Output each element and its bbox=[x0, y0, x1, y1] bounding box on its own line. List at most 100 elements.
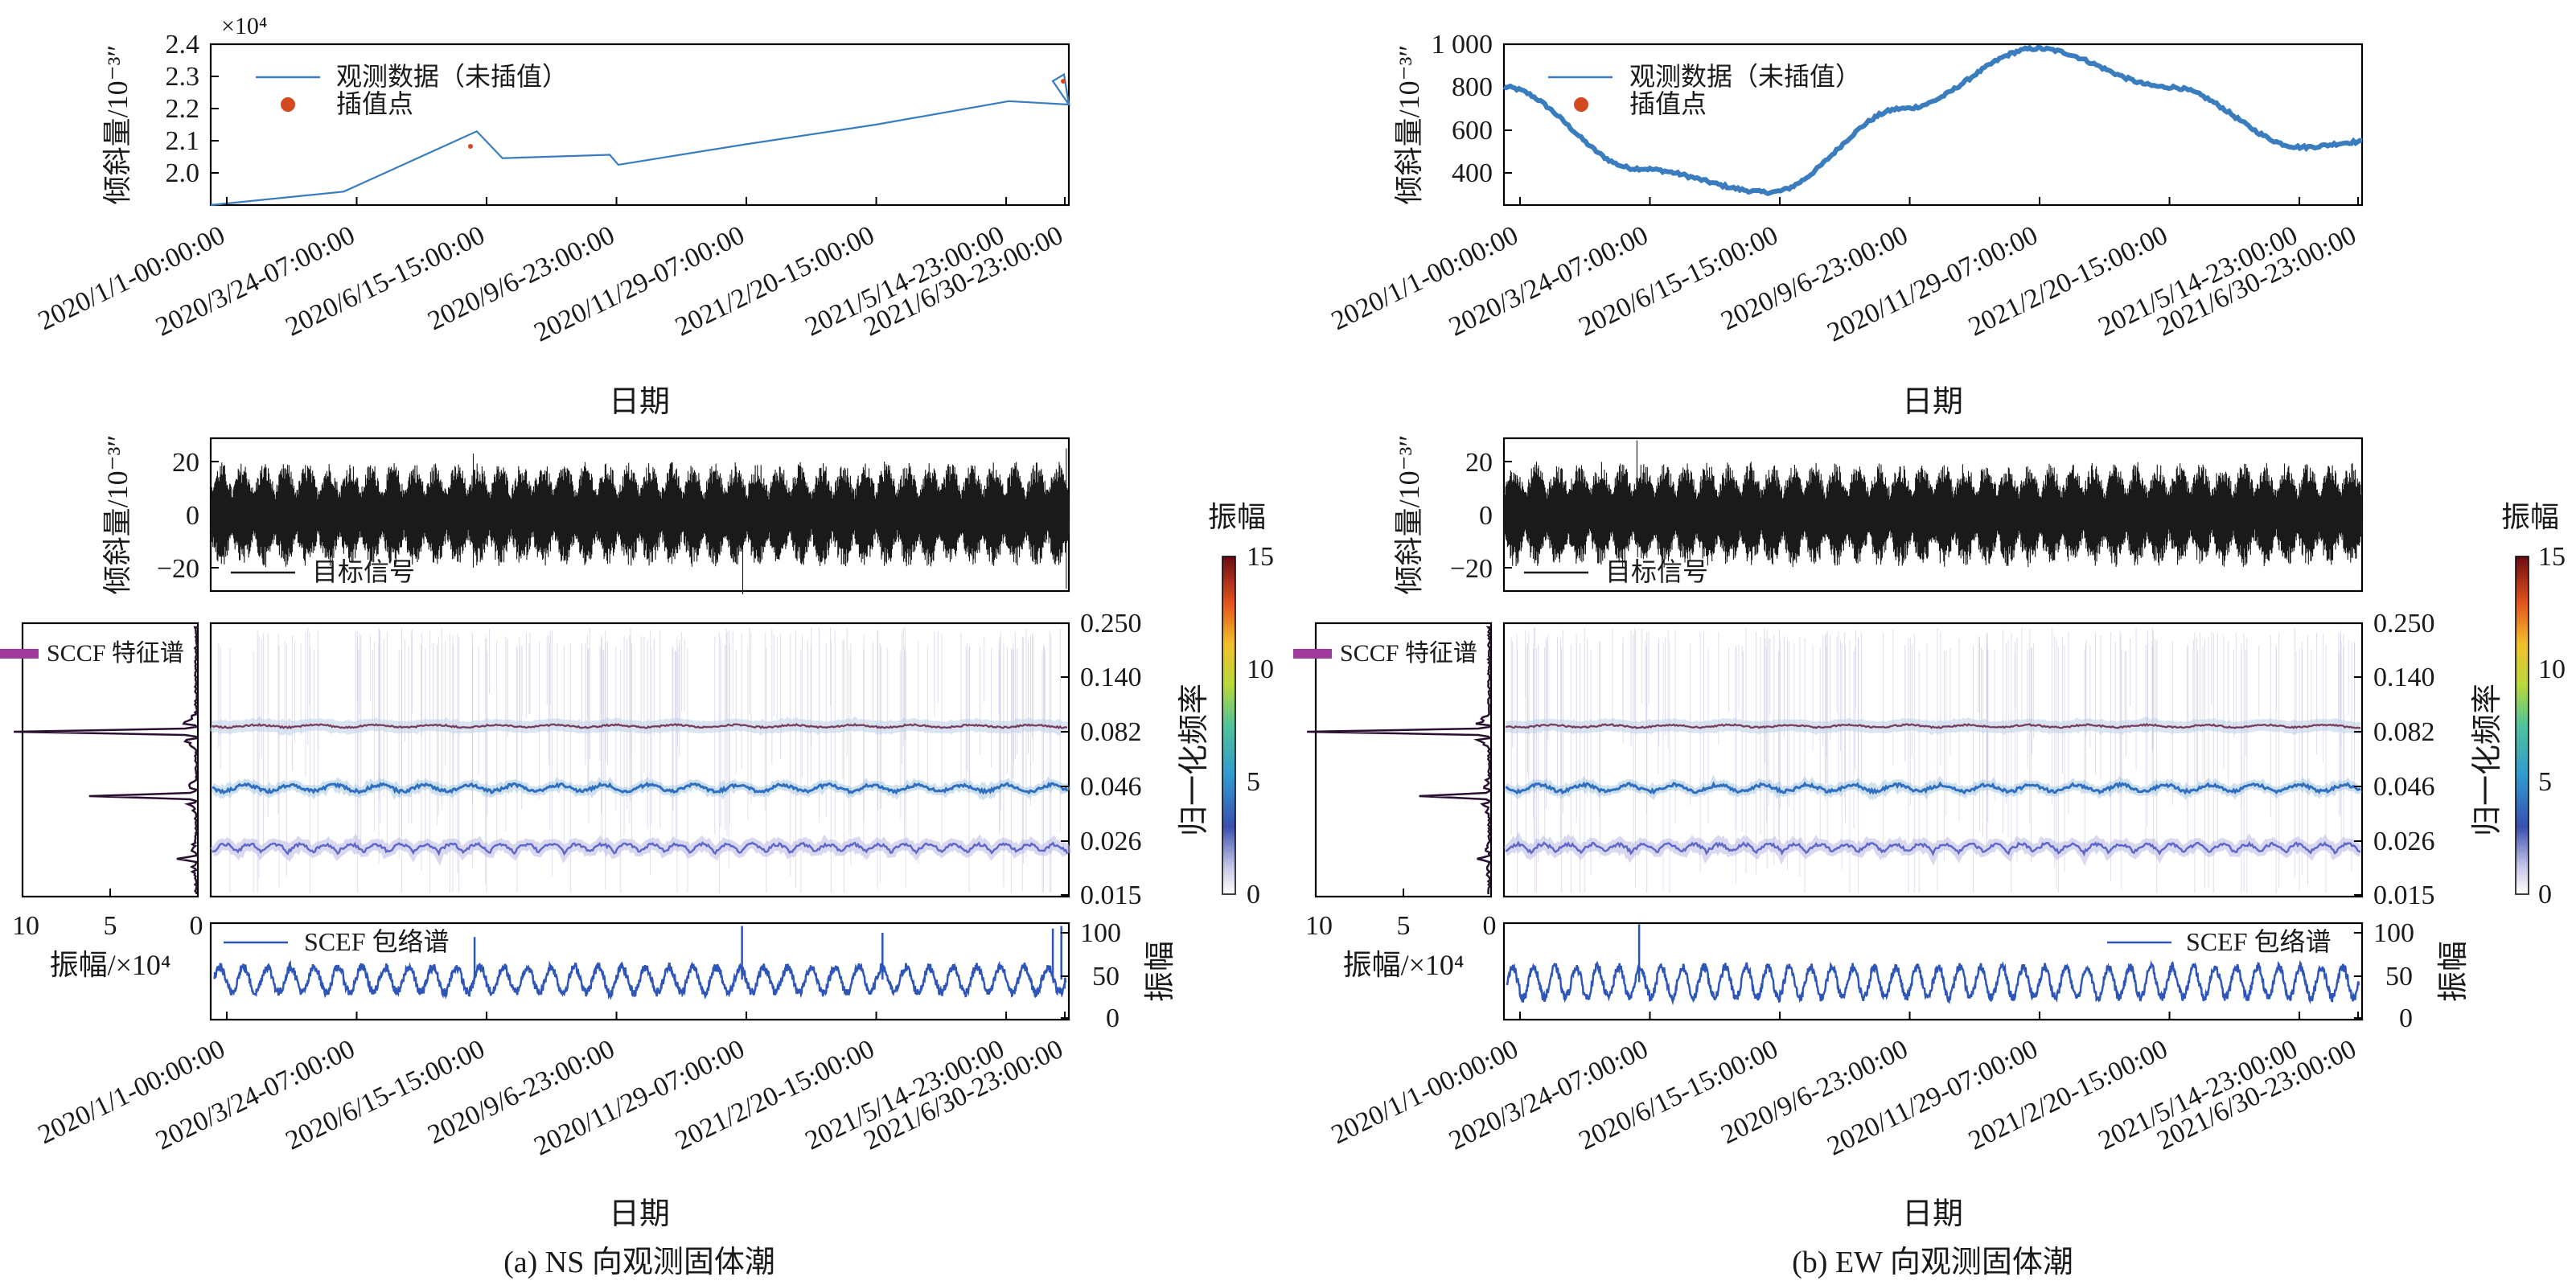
scef-ytick-ew: 50 bbox=[2385, 962, 2413, 991]
tf-ytick-ns: 0.082 bbox=[1080, 717, 1142, 747]
legend-swatch-sccf-ns bbox=[0, 649, 39, 659]
obs-series-line-ns bbox=[210, 72, 1071, 207]
legend-label-observed-ns: 观测数据（未插值） bbox=[336, 62, 568, 91]
legend-label-sccf-ns: SCCF 特征谱 bbox=[47, 640, 184, 667]
tf-ytick-ns: 0.015 bbox=[1080, 881, 1142, 910]
obs-legend-ns: 观测数据（未插值） 插值点 bbox=[256, 62, 568, 118]
legend-marker-interp-ew bbox=[1574, 97, 1588, 112]
sccf-axes-ns bbox=[21, 622, 199, 898]
legend-swatch-sccf-ew bbox=[1293, 649, 1332, 659]
obs-axes-ns bbox=[209, 43, 1070, 207]
date-tick-label: 2020/11/29-07:00:00 bbox=[529, 220, 749, 348]
tf-ytick-ns: 0.026 bbox=[1080, 827, 1142, 856]
tf-ylabel-ns: 归一化频率 bbox=[1177, 684, 1211, 836]
colorbar-tick-ew: 15 bbox=[2538, 542, 2566, 572]
legend-marker-interp-ns bbox=[281, 97, 295, 112]
scef-ylabel-ew: 振幅 bbox=[2437, 941, 2471, 1002]
colorbar-title-ew: 振幅 bbox=[2501, 501, 2559, 533]
scef-axes-ew bbox=[1502, 922, 2364, 1021]
target-ytick-ns: 20 bbox=[172, 448, 199, 478]
obs-ytick-ns: 2.2 bbox=[166, 94, 200, 124]
tf-band-0082-core bbox=[212, 723, 1068, 729]
tf-band-0082-core bbox=[1505, 723, 2361, 729]
obs-xticks-ns: 2020/1/1-00:00:002020/3/24-07:00:002020/… bbox=[34, 197, 1068, 348]
scef-ytick-ew: 100 bbox=[2373, 918, 2414, 948]
sccf-plot-ns: SCCF 特征谱 10 5 0 振幅/×10⁴ bbox=[0, 622, 203, 981]
sccf-spectrum-ew bbox=[1307, 626, 1493, 895]
legend-label-interp-ew: 插值点 bbox=[1629, 89, 1707, 118]
sccf-axes-ew bbox=[1314, 622, 1493, 898]
target-plot-ew: 20 0 −20 倾斜量/10⁻³″ 目标信号 bbox=[1393, 435, 2364, 595]
scef-axes-ns bbox=[209, 922, 1070, 1021]
scef-ylabel-ns: 振幅 bbox=[1144, 941, 1177, 1002]
tf-plot-ew: 0.250 0.140 0.082 0.046 0.026 0.015 归一化频… bbox=[1502, 609, 2504, 910]
obs-ytick-ns: 2.4 bbox=[166, 30, 200, 60]
scef-xticks-ns: 2020/1/1-00:00:002020/3/24-07:00:002020/… bbox=[34, 1012, 1068, 1162]
colorbar-gradient-ew bbox=[2515, 556, 2529, 895]
colorbar-tick-ew: 10 bbox=[2538, 655, 2566, 684]
obs-yticks-ns: 2.4 2.3 2.2 2.1 2.0 bbox=[166, 30, 219, 188]
colorbar-tick-ns: 15 bbox=[1247, 542, 1274, 572]
scef-envelope-ew bbox=[1506, 924, 2360, 1006]
obs-plot-ns: ×10⁴ 2.4 2.3 2.2 2.1 2.0 倾斜量/10⁻³″ 观测数据（… bbox=[34, 13, 1071, 419]
target-ytick-ns: −20 bbox=[157, 554, 199, 584]
target-ytick-ns: 0 bbox=[186, 501, 199, 531]
panel-ew: 1 000 800 600 400 倾斜量/10⁻³″ 观测数据（未插值） 插值… bbox=[1293, 30, 2566, 1279]
tf-ylabel-ew: 归一化频率 bbox=[2471, 684, 2504, 836]
obs-ytick-ew: 1 000 bbox=[1432, 30, 1493, 60]
colorbar-tick-ew: 0 bbox=[2538, 880, 2552, 909]
target-ylabel-ns: 倾斜量/10⁻³″ bbox=[101, 435, 134, 595]
target-plot-ns: 20 0 −20 倾斜量/10⁻³″ 目标信号 bbox=[101, 435, 1070, 595]
obs-xlabel-ew: 日期 bbox=[1902, 385, 1963, 419]
target-ylabel-ew: 倾斜量/10⁻³″ bbox=[1393, 435, 1425, 595]
date-tick-label: 2020/11/29-07:00:00 bbox=[529, 1034, 749, 1162]
obs-multiplier-ns: ×10⁴ bbox=[221, 13, 267, 39]
scef-ytick-ns: 0 bbox=[1106, 1004, 1120, 1033]
legend-label-observed-ew: 观测数据（未插值） bbox=[1629, 62, 1861, 91]
colorbar-tick-ns: 0 bbox=[1247, 880, 1260, 909]
sccf-xlabel-ew: 振幅/×10⁴ bbox=[1343, 949, 1465, 981]
tf-ytick-ns: 0.046 bbox=[1080, 772, 1142, 802]
scef-ytick-ew: 0 bbox=[2399, 1004, 2413, 1033]
sccf-xtick-ns: 5 bbox=[104, 911, 117, 941]
obs-ylabel-ns: 倾斜量/10⁻³″ bbox=[101, 45, 134, 205]
tf-band-0046 bbox=[212, 781, 1069, 795]
scef-xlabel-ew: 日期 bbox=[1902, 1197, 1963, 1231]
tf-band-0046 bbox=[1505, 781, 2361, 795]
panel-caption-ns: (a) NS 向观测固体潮 bbox=[503, 1246, 775, 1279]
date-tick-label: 2020/11/29-07:00:00 bbox=[1822, 220, 2042, 348]
tf-ytick-ew: 0.046 bbox=[2373, 772, 2435, 802]
date-tick-label: 2020/11/29-07:00:00 bbox=[1822, 1034, 2042, 1162]
tf-yticks-ew: 0.250 0.140 0.082 0.046 0.026 0.015 bbox=[2354, 609, 2435, 910]
tf-ytick-ew: 0.140 bbox=[2373, 663, 2435, 692]
target-signal-ew bbox=[1503, 440, 2363, 568]
colorbar-tick-ns: 5 bbox=[1247, 767, 1260, 797]
sccf-xtick-ns: 0 bbox=[190, 911, 203, 941]
target-ytick-ew: 20 bbox=[1465, 448, 1493, 478]
tf-ytick-ew: 0.015 bbox=[2373, 881, 2435, 910]
scef-ytick-ns: 100 bbox=[1080, 918, 1121, 948]
scef-xticks-ew: 2020/1/1-00:00:002020/3/24-07:00:002020/… bbox=[1327, 1012, 2361, 1162]
legend-label-target-ns: 目标信号 bbox=[312, 557, 415, 586]
obs-series-line-ew bbox=[1502, 44, 2363, 197]
tf-ytick-ns: 0.140 bbox=[1080, 663, 1142, 692]
tf-heatmap-ns bbox=[208, 627, 1072, 893]
sccf-xtick-ns: 10 bbox=[12, 911, 39, 941]
colorbar-title-ns: 振幅 bbox=[1208, 501, 1266, 533]
scef-xlabel-ns: 日期 bbox=[609, 1197, 670, 1231]
colorbar-ew: 振幅 15 10 5 0 bbox=[2501, 501, 2566, 909]
legend-label-target-ew: 目标信号 bbox=[1605, 557, 1708, 586]
tf-ytick-ew: 0.026 bbox=[2373, 827, 2435, 856]
sccf-xtick-ew: 10 bbox=[1305, 911, 1333, 941]
obs-xlabel-ns: 日期 bbox=[609, 385, 670, 419]
tf-band-0022 bbox=[1505, 840, 2361, 857]
legend-label-scef-ew: SCEF 包络谱 bbox=[2186, 927, 2332, 956]
legend-label-interp-ns: 插值点 bbox=[336, 89, 413, 118]
obs-ytick-ns: 2.3 bbox=[166, 62, 200, 92]
tf-heatmap-ew bbox=[1503, 627, 2363, 893]
obs-legend-ew: 观测数据（未插值） 插值点 bbox=[1548, 62, 1861, 118]
target-ytick-ew: −20 bbox=[1450, 554, 1493, 584]
sccf-xtick-ew: 0 bbox=[1483, 911, 1497, 941]
obs-ytick-ew: 800 bbox=[1452, 72, 1493, 102]
